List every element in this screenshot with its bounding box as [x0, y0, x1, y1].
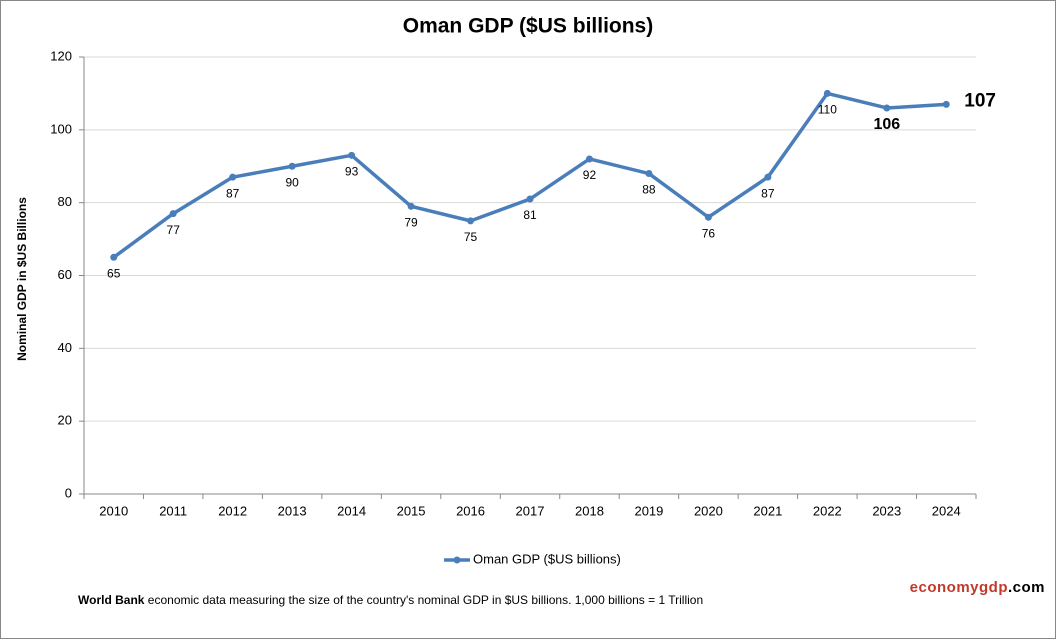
- data-label: 87: [226, 186, 240, 200]
- legend-label: Oman GDP ($US billions): [473, 551, 621, 566]
- x-tick-label: 2010: [99, 503, 128, 518]
- x-tick-label: 2019: [634, 503, 663, 518]
- data-point: [704, 213, 712, 221]
- data-label: 110: [818, 103, 837, 117]
- data-point: [407, 202, 415, 210]
- data-point: [585, 155, 593, 163]
- data-point: [288, 162, 296, 170]
- data-point: [526, 195, 534, 203]
- data-label: 76: [702, 226, 716, 240]
- x-tick-label: 2020: [694, 503, 723, 518]
- data-label: 107: [964, 90, 996, 111]
- y-tick-label: 20: [58, 413, 72, 428]
- footer: World Bank economic data measuring the s…: [78, 593, 703, 607]
- data-label: 75: [464, 230, 478, 244]
- data-label: 93: [345, 164, 359, 178]
- brand-name: economygdp: [910, 579, 1008, 596]
- data-label: 90: [285, 175, 299, 189]
- x-tick-label: 2012: [218, 503, 247, 518]
- y-tick-label: 60: [58, 267, 72, 282]
- x-tick-label: 2011: [159, 503, 187, 518]
- brand-suffix: .com: [1008, 579, 1045, 596]
- data-label: 79: [404, 215, 418, 229]
- x-tick-label: 2018: [575, 503, 604, 518]
- data-point: [942, 100, 950, 108]
- footer-text: economic data measuring the size of the …: [148, 593, 703, 607]
- data-label: 87: [761, 186, 775, 200]
- data-point: [467, 217, 475, 225]
- y-tick-label: 0: [65, 485, 72, 500]
- data-point: [110, 253, 118, 261]
- x-tick-label: 2016: [456, 503, 485, 518]
- y-axis-label: Nominal GDP in $US Billions: [15, 197, 29, 361]
- y-tick-label: 100: [50, 121, 72, 136]
- legend-marker: [453, 556, 461, 564]
- data-point: [348, 151, 356, 159]
- footer-source: World Bank: [78, 593, 145, 607]
- x-tick-label: 2023: [872, 503, 901, 518]
- data-point: [764, 173, 772, 181]
- data-point: [823, 89, 831, 97]
- data-label: 65: [107, 266, 121, 280]
- x-tick-label: 2021: [753, 503, 782, 518]
- y-tick-label: 80: [58, 194, 72, 209]
- x-tick-label: 2013: [278, 503, 307, 518]
- chart-title: Oman GDP ($US billions): [403, 15, 653, 38]
- brand: economygdp.com: [910, 579, 1045, 596]
- data-point: [229, 173, 237, 181]
- data-label: 77: [167, 223, 181, 237]
- x-tick-label: 2017: [516, 503, 545, 518]
- data-label: 106: [873, 116, 900, 133]
- data-point: [169, 210, 177, 218]
- x-tick-label: 2014: [337, 503, 366, 518]
- y-tick-label: 40: [58, 340, 72, 355]
- x-tick-label: 2022: [813, 503, 842, 518]
- data-label: 81: [523, 208, 537, 222]
- x-tick-label: 2024: [932, 503, 961, 518]
- y-tick-label: 120: [50, 48, 72, 63]
- data-point: [645, 170, 653, 178]
- x-tick-label: 2015: [397, 503, 426, 518]
- data-label: 88: [642, 183, 656, 197]
- data-point: [883, 104, 891, 112]
- data-label: 92: [583, 168, 597, 182]
